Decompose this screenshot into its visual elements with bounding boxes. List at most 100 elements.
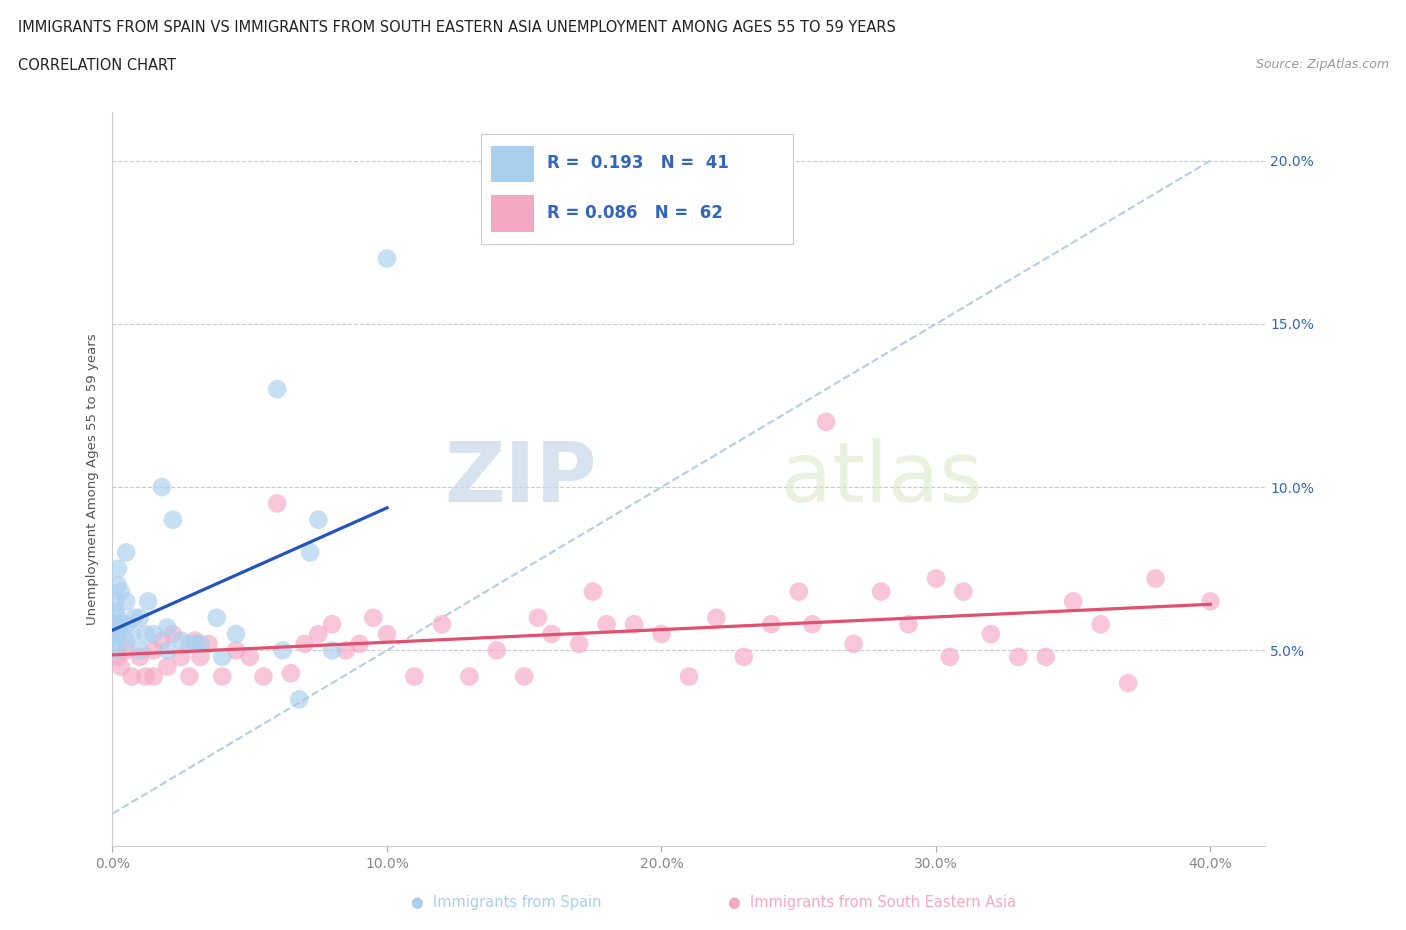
Point	[1035, 649, 1057, 664]
Point	[188, 636, 211, 651]
Point	[136, 594, 159, 609]
Point	[179, 669, 201, 684]
Point	[349, 636, 371, 651]
Point	[925, 571, 948, 586]
Point	[115, 594, 138, 609]
Point	[801, 617, 824, 631]
Point	[299, 545, 322, 560]
Point	[110, 659, 132, 674]
Point	[142, 627, 165, 642]
Point	[107, 649, 129, 664]
Point	[897, 617, 920, 631]
Point	[307, 512, 329, 527]
Point	[271, 643, 294, 658]
Point	[104, 633, 127, 648]
Point	[104, 627, 127, 642]
Point	[870, 584, 893, 599]
Text: IMMIGRANTS FROM SPAIN VS IMMIGRANTS FROM SOUTH EASTERN ASIA UNEMPLOYMENT AMONG A: IMMIGRANTS FROM SPAIN VS IMMIGRANTS FROM…	[18, 20, 896, 35]
Point	[115, 617, 138, 631]
Point	[115, 633, 138, 648]
Point	[110, 584, 132, 599]
Point	[197, 636, 219, 651]
Point	[129, 643, 152, 658]
Point	[121, 669, 143, 684]
Point	[239, 649, 262, 664]
Point	[321, 643, 343, 658]
Point	[1116, 675, 1139, 690]
Point	[527, 610, 550, 625]
Point	[568, 636, 591, 651]
Point	[107, 562, 129, 577]
Point	[211, 649, 233, 664]
Point	[623, 617, 645, 631]
Point	[134, 669, 156, 684]
Point	[156, 659, 179, 674]
Point	[1007, 649, 1029, 664]
Point	[225, 643, 247, 658]
Text: ●  Immigrants from Spain: ● Immigrants from Spain	[411, 895, 602, 910]
Point	[107, 610, 129, 625]
Point	[156, 643, 179, 658]
Point	[170, 633, 193, 648]
Text: ZIP: ZIP	[444, 438, 596, 520]
Point	[104, 594, 127, 609]
Point	[280, 666, 302, 681]
Point	[115, 643, 138, 658]
Point	[129, 649, 152, 664]
Point	[335, 643, 357, 658]
Point	[485, 643, 508, 658]
Text: ●  Immigrants from South Eastern Asia: ● Immigrants from South Eastern Asia	[728, 895, 1015, 910]
Point	[842, 636, 865, 651]
Point	[430, 617, 453, 631]
Point	[321, 617, 343, 631]
Point	[540, 627, 562, 642]
Point	[170, 649, 193, 664]
Point	[952, 584, 974, 599]
Point	[107, 578, 129, 592]
Point	[1199, 594, 1222, 609]
Point	[294, 636, 316, 651]
Point	[211, 669, 233, 684]
Point	[184, 636, 207, 651]
Point	[121, 627, 143, 642]
Point	[129, 610, 152, 625]
Point	[142, 643, 165, 658]
Point	[107, 627, 129, 642]
Point	[115, 545, 138, 560]
Point	[156, 620, 179, 635]
Point	[375, 251, 398, 266]
Point	[266, 381, 288, 396]
Point	[104, 643, 127, 658]
Point	[1144, 571, 1167, 586]
Point	[225, 627, 247, 642]
Point	[266, 496, 288, 511]
Y-axis label: Unemployment Among Ages 55 to 59 years: Unemployment Among Ages 55 to 59 years	[86, 333, 100, 625]
Point	[307, 627, 329, 642]
Point	[361, 610, 384, 625]
Point	[650, 627, 672, 642]
Point	[150, 480, 173, 495]
Point	[142, 669, 165, 684]
Point	[110, 617, 132, 631]
Text: atlas: atlas	[782, 438, 983, 520]
Point	[288, 692, 311, 707]
Point	[179, 636, 201, 651]
Point	[162, 512, 184, 527]
Point	[787, 584, 810, 599]
Point	[458, 669, 481, 684]
Point	[150, 633, 173, 648]
Point	[595, 617, 617, 631]
Point	[184, 633, 207, 648]
Point	[761, 617, 783, 631]
Point	[733, 649, 755, 664]
Point	[162, 627, 184, 642]
Point	[582, 584, 605, 599]
Point	[124, 610, 146, 625]
Point	[678, 669, 700, 684]
Point	[1090, 617, 1112, 631]
Point	[980, 627, 1002, 642]
Point	[404, 669, 426, 684]
Point	[938, 649, 960, 664]
Point	[205, 610, 228, 625]
Text: Source: ZipAtlas.com: Source: ZipAtlas.com	[1256, 58, 1389, 71]
